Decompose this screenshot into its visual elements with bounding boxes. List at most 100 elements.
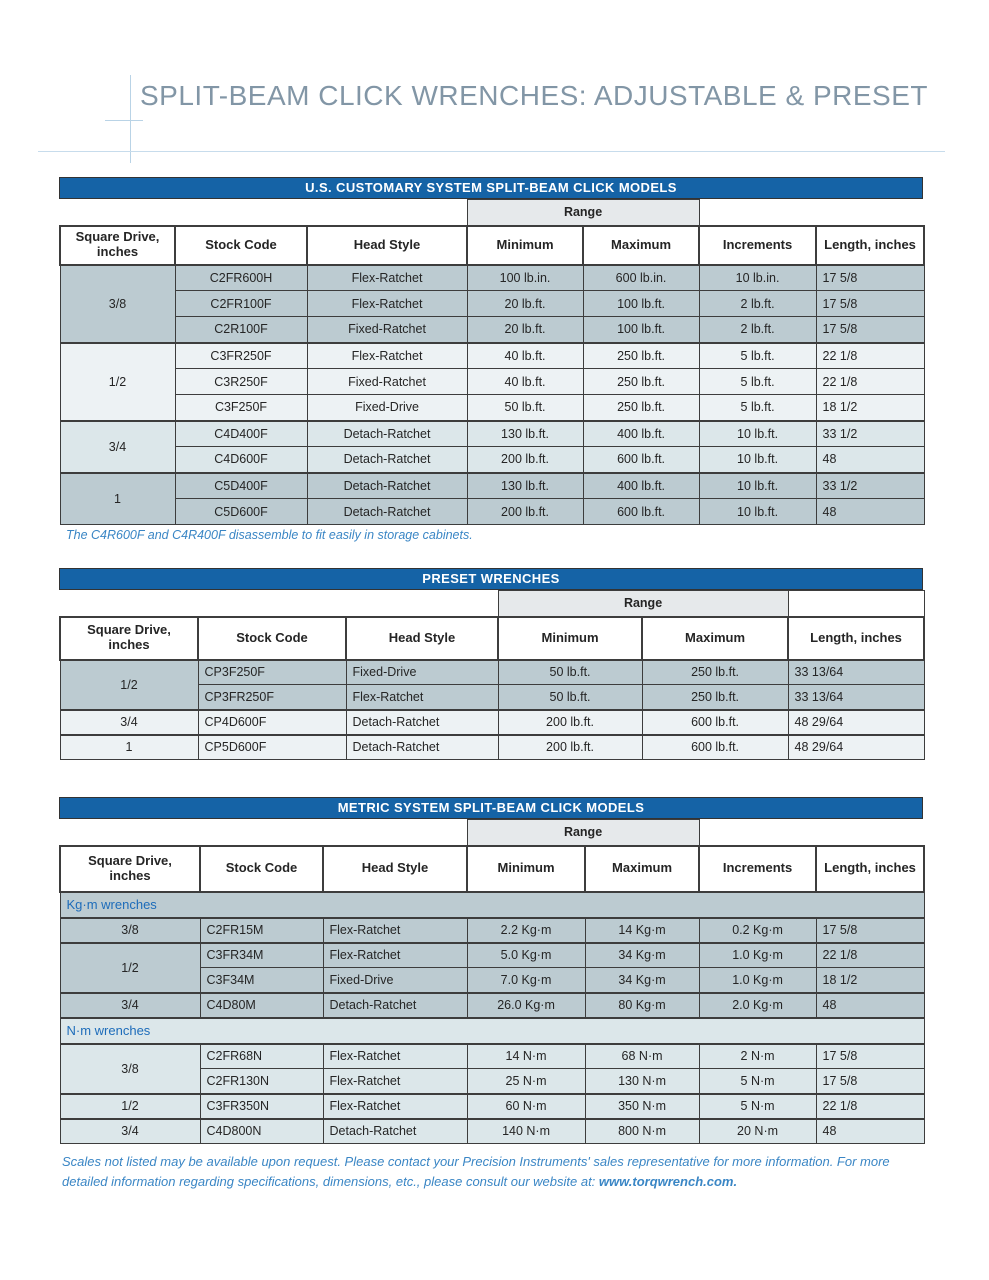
col-header-maximum: Maximum <box>582 224 701 266</box>
min-cell: 40 lb.ft. <box>466 341 584 369</box>
col-header-maximum: Maximum <box>641 615 790 661</box>
max-cell: 400 lb.ft. <box>582 419 700 447</box>
head-cell: Flex-Ratchet <box>322 941 468 968</box>
inc-cell: 10 lb.ft. <box>698 419 817 447</box>
inc-cell: 0.2 Kg·m <box>698 916 817 943</box>
len-cell: 48 <box>815 446 925 473</box>
head-cell: Flex-Ratchet <box>322 916 468 943</box>
len-cell: 17 5/8 <box>815 316 925 343</box>
drive-cell: 3/4 <box>59 1117 201 1144</box>
min-cell: 60 N·m <box>466 1092 586 1119</box>
table-row: 3/4 C4D80M Detach-Ratchet 26.0 Kg·m 80 K… <box>59 991 925 1018</box>
len-cell: 22 1/8 <box>815 1092 925 1119</box>
col-header-length: Length, inches <box>815 224 926 266</box>
col-header-length: Length, inches <box>787 615 926 661</box>
max-cell: 34 Kg·m <box>584 941 700 968</box>
len-cell: 22 1/8 <box>815 368 925 395</box>
min-cell: 50 lb.ft. <box>497 684 643 710</box>
blank-bordered-cell <box>787 590 925 617</box>
drive-cell: 3/4 <box>59 708 199 735</box>
len-cell: 48 29/64 <box>787 733 925 760</box>
table-row: C3F34M Fixed-Drive 7.0 Kg·m 34 Kg·m 1.0 … <box>60 967 925 993</box>
table-row: 3/4 CP4D600F Detach-Ratchet 200 lb.ft. 6… <box>59 708 925 735</box>
len-cell: 17 5/8 <box>815 290 925 317</box>
inc-cell: 10 lb.ft. <box>698 471 817 499</box>
head-cell: Flex-Ratchet <box>306 290 468 317</box>
head-cell: Fixed-Drive <box>306 394 468 421</box>
drive-cell: 1/2 <box>59 341 176 421</box>
table-row: 3/4 C4D400F Detach-Ratchet 130 lb.ft. 40… <box>59 419 925 473</box>
inc-cell: 5 lb.ft. <box>698 394 817 421</box>
website-link[interactable]: www.torqwrench.com. <box>598 1173 738 1189</box>
min-cell: 7.0 Kg·m <box>466 967 586 993</box>
stock-cell: CP3FR250F <box>197 684 347 710</box>
stock-cell: C2R100F <box>174 316 308 343</box>
drive-cell: 3/8 <box>59 916 201 943</box>
drive-cell: 1/2 <box>59 941 201 993</box>
section-label-kgm: Kg·m wrenches <box>59 890 925 918</box>
table-row: C3R250F Fixed-Ratchet 40 lb.ft. 250 lb.f… <box>60 368 925 395</box>
table-row: C3F250F Fixed-Drive 50 lb.ft. 250 lb.ft.… <box>60 394 925 421</box>
head-cell: Flex-Ratchet <box>322 1092 468 1119</box>
len-cell: 48 <box>815 498 925 525</box>
inc-cell: 10 lb.in. <box>698 263 817 291</box>
drive-cell: 1 <box>59 471 176 525</box>
max-cell: 130 N·m <box>584 1068 700 1094</box>
col-header-minimum: Minimum <box>497 615 644 661</box>
table-row: C4D600F Detach-Ratchet 200 lb.ft. 600 lb… <box>60 446 925 473</box>
inc-cell: 10 lb.ft. <box>698 498 817 525</box>
table-row: 3/8 C2FR15M Flex-Ratchet 2.2 Kg·m 14 Kg·… <box>59 916 925 943</box>
range-header-cell: Range <box>497 590 789 617</box>
table-row: CP3FR250F Flex-Ratchet 50 lb.ft. 250 lb.… <box>60 684 925 710</box>
table-row: 1/2 CP3F250F Fixed-Drive 50 lb.ft. 250 l… <box>59 658 925 710</box>
min-cell: 130 lb.ft. <box>466 419 584 447</box>
spacer-cell <box>699 819 925 846</box>
table-row: 1/2 C3FR350N Flex-Ratchet 60 N·m 350 N·m… <box>59 1092 925 1119</box>
col-header-minimum: Minimum <box>466 224 585 266</box>
inc-cell: 2 lb.ft. <box>698 290 817 317</box>
preset-table: Range Square Drive, inches Stock Code He… <box>59 590 926 760</box>
head-cell: Detach-Ratchet <box>306 446 468 473</box>
table-row: C2FR130N Flex-Ratchet 25 N·m 130 N·m 5 N… <box>60 1068 925 1094</box>
range-row: Range <box>60 590 925 617</box>
stock-cell: C5D400F <box>174 471 308 499</box>
drive-cell: 3/8 <box>59 263 176 343</box>
min-cell: 20 lb.ft. <box>466 316 584 343</box>
head-cell: Flex-Ratchet <box>322 1068 468 1094</box>
min-cell: 140 N·m <box>466 1117 586 1144</box>
min-cell: 130 lb.ft. <box>466 471 584 499</box>
max-cell: 400 lb.ft. <box>582 471 700 499</box>
stock-cell: CP3F250F <box>197 658 347 685</box>
col-header-stock-code: Stock Code <box>174 224 308 266</box>
head-cell: Flex-Ratchet <box>306 263 468 291</box>
head-cell: Fixed-Ratchet <box>306 368 468 395</box>
decorative-vertical-line <box>130 75 131 163</box>
min-cell: 200 lb.ft. <box>497 708 643 735</box>
inc-cell: 5 N·m <box>698 1092 817 1119</box>
spacer-cell <box>60 590 499 617</box>
drive-cell: 3/4 <box>59 419 176 473</box>
table-row: 3/8 C2FR68N Flex-Ratchet 14 N·m 68 N·m 2… <box>59 1042 925 1094</box>
len-cell: 33 13/64 <box>787 658 925 685</box>
col-header-stock-code: Stock Code <box>197 615 347 661</box>
table-row: 3/4 C4D800N Detach-Ratchet 140 N·m 800 N… <box>59 1117 925 1144</box>
max-cell: 250 lb.ft. <box>641 658 789 685</box>
inc-cell: 2 lb.ft. <box>698 316 817 343</box>
table-row: 1/2 C3FR34M Flex-Ratchet 5.0 Kg·m 34 Kg·… <box>59 941 925 993</box>
inc-cell: 5 lb.ft. <box>698 368 817 395</box>
us-table-footnote: The C4R600F and C4R400F disassemble to f… <box>66 528 473 542</box>
len-cell: 33 1/2 <box>815 471 925 499</box>
range-header-cell: Range <box>466 819 700 846</box>
preset-table-title-bar: PRESET WRENCHES <box>59 568 923 590</box>
section-header-row: Kg·m wrenches <box>59 890 925 918</box>
stock-cell: C4D80M <box>199 991 324 1018</box>
stock-cell: C3FR250F <box>174 341 308 369</box>
stock-cell: C3FR34M <box>199 941 324 968</box>
col-header-length: Length, inches <box>815 844 926 893</box>
col-header-square-drive: Square Drive, inches <box>59 615 199 661</box>
inc-cell: 1.0 Kg·m <box>698 967 817 993</box>
drive-cell: 3/8 <box>59 1042 201 1094</box>
min-cell: 5.0 Kg·m <box>466 941 586 968</box>
min-cell: 200 lb.ft. <box>497 733 643 760</box>
